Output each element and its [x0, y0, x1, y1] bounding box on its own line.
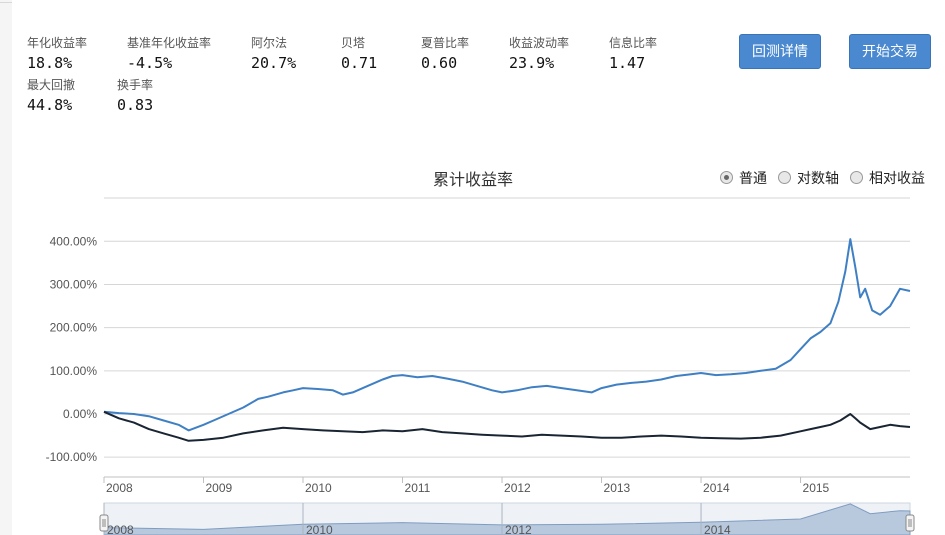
metric-volatility: 收益波动率 23.9%: [509, 34, 569, 72]
metric-turnover: 换手率 0.83: [117, 76, 153, 114]
metric-alpha: 阿尔法 20.7%: [251, 34, 296, 72]
metric-beta: 贝塔 0.71: [341, 34, 377, 72]
radio-selected-icon: [720, 171, 733, 184]
metric-value: 18.8%: [27, 54, 73, 72]
scale-option-log[interactable]: 对数轴: [778, 168, 839, 188]
metric-annual-return: 年化收益率 18.8%: [27, 34, 87, 72]
metric-benchmark-return: 基准年化收益率 -4.5%: [127, 34, 211, 72]
metric-sharpe: 夏普比率 0.60: [421, 34, 469, 72]
metric-label: 换手率: [117, 78, 154, 92]
metric-value: 0.60: [421, 54, 458, 72]
metric-label: 基准年化收益率: [127, 36, 212, 50]
metric-value: 1.47: [609, 54, 646, 72]
scale-option-label: 相对收益: [869, 170, 925, 186]
scale-option-normal[interactable]: 普通: [720, 168, 767, 188]
radio-unselected-icon: [778, 171, 791, 184]
backtest-details-button[interactable]: 回测详情: [739, 34, 821, 69]
chart-title: 累计收益率: [432, 172, 513, 189]
metric-value: 0.83: [117, 96, 154, 114]
metric-label: 阿尔法: [251, 36, 288, 50]
metric-value: 0.71: [341, 54, 378, 72]
start-trading-button[interactable]: 开始交易: [849, 34, 931, 69]
metric-label: 年化收益率: [27, 36, 88, 50]
metric-value: 44.8%: [27, 96, 73, 114]
metric-information-ratio: 信息比率 1.47: [609, 34, 657, 72]
metric-label: 收益波动率: [509, 36, 570, 50]
metric-max-drawdown: 最大回撤 44.8%: [27, 76, 75, 114]
metric-label: 最大回撤: [27, 78, 76, 92]
scale-option-label: 对数轴: [797, 170, 839, 186]
metric-value: -4.5%: [127, 54, 173, 72]
metric-label: 夏普比率: [421, 36, 470, 50]
metric-label: 信息比率: [609, 36, 658, 50]
scale-option-label: 普通: [739, 170, 767, 186]
metric-value: 23.9%: [509, 54, 555, 72]
metric-value: 20.7%: [251, 54, 297, 72]
metric-label: 贝塔: [341, 36, 366, 50]
scale-option-relative[interactable]: 相对收益: [850, 168, 925, 188]
radio-unselected-icon: [850, 171, 863, 184]
